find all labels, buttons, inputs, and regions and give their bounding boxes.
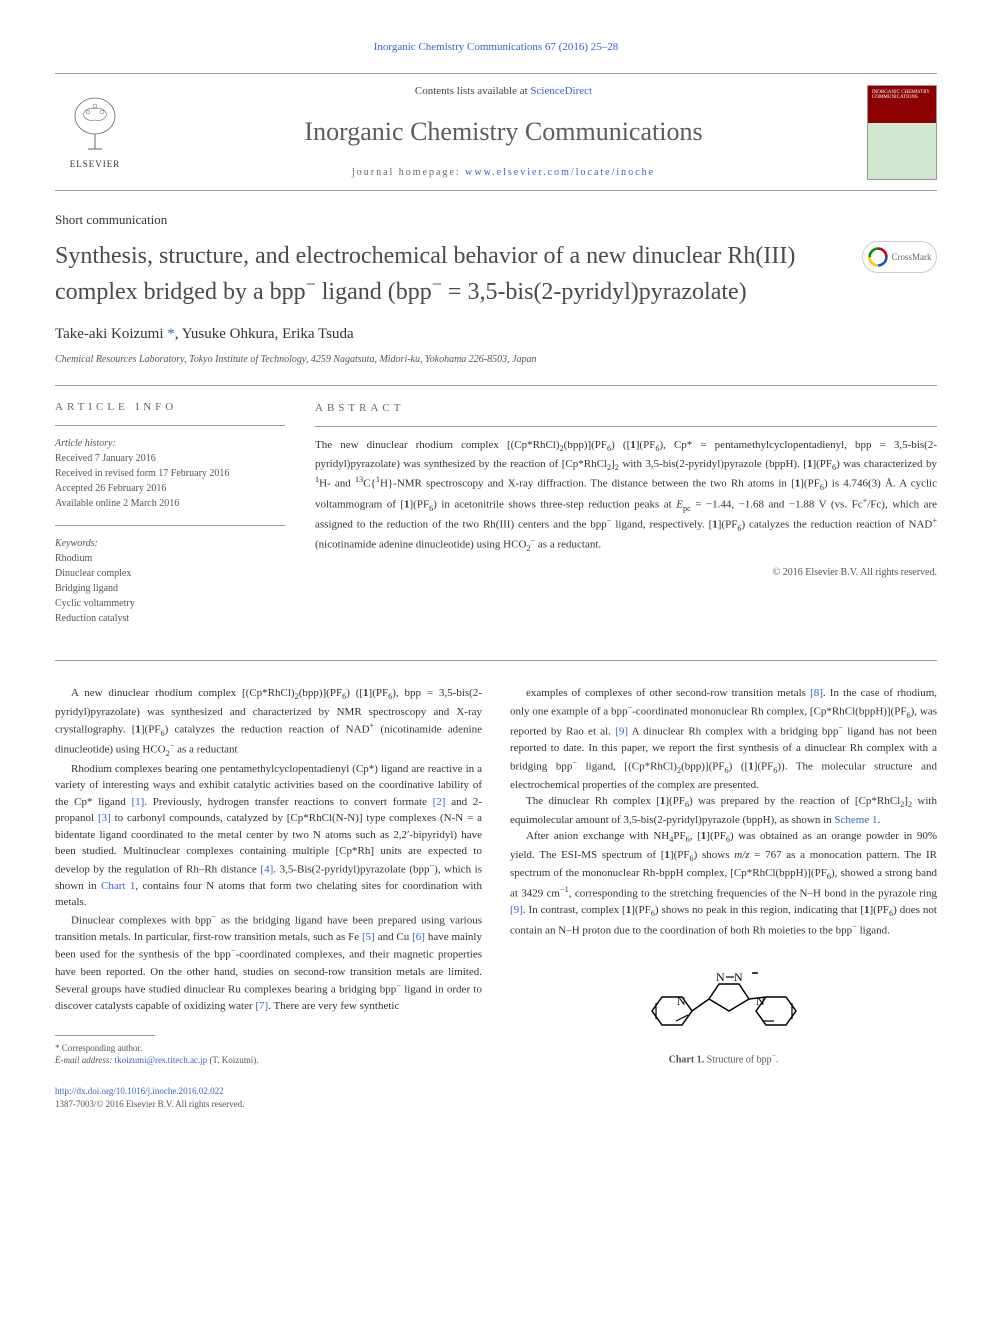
body-para: examples of complexes of other second-ro… — [510, 685, 937, 793]
abstract-block: ABSTRACT The new dinuclear rhodium compl… — [315, 400, 937, 640]
elsevier-tree-icon — [68, 94, 123, 154]
svg-text:N: N — [756, 994, 765, 1008]
affiliation: Chemical Resources Laboratory, Tokyo Ins… — [55, 353, 937, 367]
elsevier-logo[interactable]: ELSEVIER — [55, 87, 135, 177]
divider — [55, 385, 937, 386]
footnote-rule — [55, 1035, 155, 1036]
crossmark-icon — [868, 247, 888, 267]
doi-link[interactable]: http://dx.doi.org/10.1016/j.inoche.2016.… — [55, 1086, 224, 1096]
body-para: A new dinuclear rhodium complex [(Cp*RhC… — [55, 685, 482, 761]
contents-line: Contents lists available at ScienceDirec… — [155, 84, 852, 99]
crossmark-badge[interactable]: CrossMark — [862, 241, 937, 273]
received-date: Received 7 January 2016 — [55, 451, 285, 466]
corresponding-author-note: * Corresponding author. E-mail address: … — [55, 1042, 482, 1067]
body-para: After anion exchange with NH4PF6, [1](PF… — [510, 828, 937, 939]
journal-name: Inorganic Chemistry Communications — [155, 114, 852, 150]
keywords-label: Keywords: — [55, 536, 285, 551]
online-date: Available online 2 March 2016 — [55, 496, 285, 511]
body-para: Rhodium complexes bearing one pentamethy… — [55, 761, 482, 911]
issn-copyright: 1387-7003/© 2016 Elsevier B.V. All right… — [55, 1099, 244, 1109]
body-left-column: A new dinuclear rhodium complex [(Cp*RhC… — [55, 685, 482, 1112]
abstract-head: ABSTRACT — [315, 400, 937, 417]
svg-text:N: N — [677, 994, 686, 1008]
author-email-link[interactable]: tkoizumi@res.titech.ac.jp — [115, 1055, 208, 1065]
body-right-column: examples of complexes of other second-ro… — [510, 685, 937, 1112]
chart1-figure: N N N N Ch — [510, 959, 937, 1068]
abstract-text: The new dinuclear rhodium complex [(Cp*R… — [315, 437, 937, 555]
divider — [55, 660, 937, 661]
elsevier-label: ELSEVIER — [70, 158, 121, 171]
article-type: Short communication — [55, 211, 937, 229]
accepted-date: Accepted 26 February 2016 — [55, 481, 285, 496]
article-info-head: ARTICLE INFO — [55, 400, 285, 415]
svg-text:N: N — [716, 970, 725, 984]
keyword: Bridging ligand — [55, 581, 285, 596]
keyword: Reduction catalyst — [55, 611, 285, 626]
journal-homepage: journal homepage: www.elsevier.com/locat… — [155, 166, 852, 180]
journal-cover-thumbnail[interactable]: INORGANIC CHEMISTRY COMMUNICATIONS — [867, 85, 937, 180]
article-title: Synthesis, structure, and electrochemica… — [55, 241, 842, 307]
publisher-bar: ELSEVIER Contents lists available at Sci… — [55, 73, 937, 191]
keyword: Cyclic voltammetry — [55, 596, 285, 611]
svg-text:N: N — [734, 970, 743, 984]
authors: Take-aki Koizumi *, Yusuke Ohkura, Erika… — [55, 324, 937, 345]
abstract-copyright: © 2016 Elsevier B.V. All rights reserved… — [315, 565, 937, 580]
chart1-svg: N N N N — [604, 959, 844, 1039]
footer-refs: http://dx.doi.org/10.1016/j.inoche.2016.… — [55, 1085, 482, 1112]
sciencedirect-link[interactable]: ScienceDirect — [530, 85, 592, 97]
keyword: Rhodium — [55, 551, 285, 566]
keyword: Dinuclear complex — [55, 566, 285, 581]
history-label: Article history: — [55, 436, 285, 451]
cover-text: INORGANIC CHEMISTRY COMMUNICATIONS — [872, 90, 932, 101]
article-info-block: ARTICLE INFO Article history: Received 7… — [55, 400, 285, 640]
chart1-caption: Chart 1. Structure of bpp−. — [510, 1050, 937, 1067]
homepage-link[interactable]: www.elsevier.com/locate/inoche — [465, 167, 655, 178]
body-para: The dinuclear Rh complex [1](PF6) was pr… — [510, 793, 937, 828]
citation-header: Inorganic Chemistry Communications 67 (2… — [55, 40, 937, 55]
body-para: Dinuclear complexes with bpp− as the bri… — [55, 911, 482, 1015]
revised-date: Received in revised form 17 February 201… — [55, 466, 285, 481]
crossmark-label: CrossMark — [892, 251, 932, 264]
